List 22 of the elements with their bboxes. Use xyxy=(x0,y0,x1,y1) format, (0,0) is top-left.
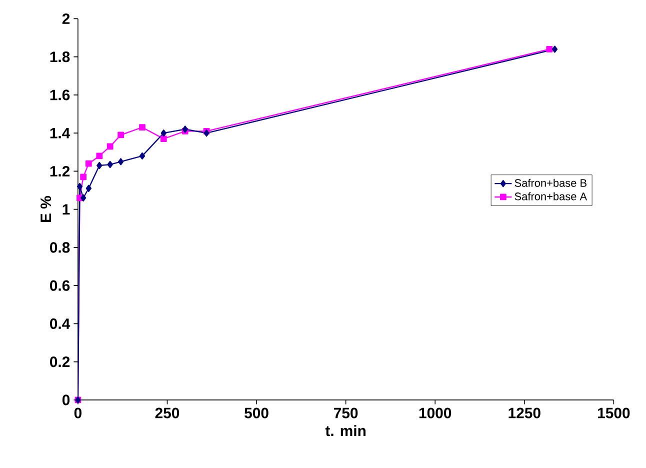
y-tick-label: 0.8 xyxy=(50,242,70,253)
y-axis-title: E % xyxy=(40,196,52,222)
x-tick-label: 1500 xyxy=(598,408,630,418)
x-tick-label: 1000 xyxy=(419,408,452,418)
y-tick-label: 0.6 xyxy=(50,280,70,291)
y-tick-label: 1.2 xyxy=(50,166,70,176)
x-tick-label: 1250 xyxy=(508,408,540,418)
legend-label: Safron+base A xyxy=(514,192,588,200)
y-tick-label: 2 xyxy=(62,13,70,24)
x-tick-label: 750 xyxy=(334,408,358,418)
y-tick-label: 1.4 xyxy=(50,128,70,138)
y-tick-label: 0.2 xyxy=(50,356,70,368)
x-axis-title: t. min xyxy=(325,425,366,436)
x-tick-label: 500 xyxy=(244,408,268,418)
y-tick-label: 0.4 xyxy=(50,318,70,329)
y-tick-label: 1 xyxy=(62,204,70,214)
y-tick-label: 0 xyxy=(62,394,70,406)
legend-label: Safron+base B xyxy=(514,178,586,187)
y-tick-label: 1.6 xyxy=(50,90,70,100)
y-tick-label: 1.8 xyxy=(50,52,70,62)
x-tick-label: 250 xyxy=(155,408,180,418)
x-tick-label: 0 xyxy=(74,408,82,418)
